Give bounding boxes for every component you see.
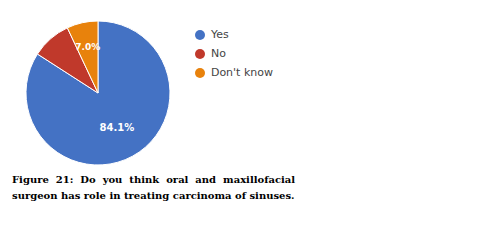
html-text:No: No: [210, 47, 226, 60]
html-text:surgeon has role in treating c: surgeon has role in treating carcinoma o…: [12, 190, 295, 201]
html-text:Yes: Yes: [210, 28, 229, 41]
svg-text:7.0%: 7.0%: [75, 42, 100, 52]
svg-text:84.1%: 84.1%: [100, 122, 135, 133]
html-text:Don't know: Don't know: [210, 66, 273, 79]
html-text:Figure 21: Do you think oral a: Figure 21: Do you think oral and maxillo…: [12, 174, 296, 185]
